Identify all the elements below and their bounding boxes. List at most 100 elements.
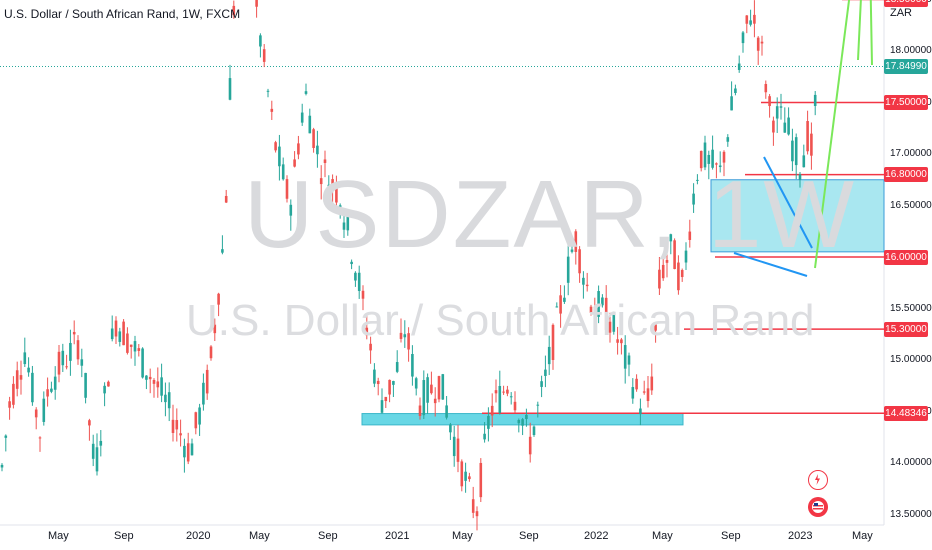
candle-body bbox=[578, 249, 581, 274]
candle-body bbox=[171, 419, 175, 433]
x-tick-label: May bbox=[249, 530, 270, 542]
candle-body bbox=[456, 438, 460, 462]
candle-body bbox=[449, 424, 452, 433]
candle-body bbox=[585, 284, 589, 287]
alert-icon[interactable] bbox=[808, 470, 828, 490]
candle-body bbox=[42, 398, 46, 422]
candle-body bbox=[661, 264, 665, 279]
candle-body bbox=[760, 41, 764, 44]
x-tick-label: 2021 bbox=[385, 530, 410, 542]
x-tick-label: Sep bbox=[519, 530, 539, 542]
candle-body bbox=[791, 140, 794, 162]
x-tick-label: 2020 bbox=[186, 530, 211, 542]
candle-body bbox=[376, 380, 380, 385]
candle-body bbox=[707, 154, 711, 164]
price-tag: 17.50000 bbox=[884, 95, 928, 110]
candle-body bbox=[616, 339, 619, 343]
symbol-title: U.S. Dollar / South African Rand, 1W, FX… bbox=[4, 7, 241, 21]
x-tick-label: 2023 bbox=[788, 530, 813, 542]
candle-body bbox=[194, 412, 198, 429]
candle-body bbox=[711, 149, 714, 168]
candle-body bbox=[255, 0, 258, 7]
candle-body bbox=[631, 387, 635, 399]
candle-body bbox=[346, 215, 350, 231]
candle-body bbox=[205, 369, 209, 394]
candle-body bbox=[779, 106, 783, 108]
candle-body bbox=[635, 378, 638, 390]
candle-body bbox=[430, 384, 433, 394]
candle-body bbox=[338, 205, 342, 214]
candle-body bbox=[677, 262, 680, 291]
candle-body bbox=[768, 96, 771, 107]
candle-body bbox=[232, 5, 236, 16]
candle-body bbox=[639, 408, 642, 415]
demand-zone bbox=[710, 179, 885, 253]
candle-body bbox=[224, 195, 228, 203]
candle-body bbox=[544, 369, 547, 376]
candle-body bbox=[145, 375, 148, 380]
candle-body bbox=[540, 381, 543, 387]
candle-body bbox=[642, 391, 646, 393]
candle-body bbox=[532, 426, 536, 436]
candle-body bbox=[221, 249, 224, 253]
candle-body bbox=[46, 389, 49, 397]
candle-body bbox=[342, 222, 346, 230]
x-tick-label: Sep bbox=[318, 530, 338, 542]
y-tick-label: 13.50000 bbox=[890, 508, 932, 520]
candle-body bbox=[50, 388, 53, 392]
candle-body bbox=[27, 367, 30, 373]
candle-body bbox=[783, 122, 787, 133]
candle-body bbox=[8, 401, 11, 408]
candle-body bbox=[369, 343, 372, 351]
candle-body bbox=[547, 346, 551, 365]
candle-body bbox=[114, 320, 118, 337]
candle-body bbox=[437, 376, 441, 400]
candle-body bbox=[319, 178, 323, 185]
candle-body bbox=[487, 415, 490, 429]
candle-body bbox=[494, 390, 498, 394]
candle-body bbox=[696, 179, 699, 181]
currency-label: ZAR bbox=[890, 7, 912, 19]
candle-body bbox=[0, 464, 4, 468]
price-tag: 15.30000 bbox=[884, 321, 928, 337]
target-arrow-line bbox=[814, 0, 851, 269]
candle-body bbox=[312, 129, 315, 148]
candle-body bbox=[118, 331, 122, 342]
wedge-upper-line bbox=[763, 156, 813, 249]
candle-body bbox=[715, 163, 718, 165]
candle-body bbox=[179, 433, 182, 436]
candle-body bbox=[570, 249, 574, 252]
candle-body bbox=[84, 372, 87, 398]
candle-body bbox=[65, 366, 68, 368]
candle-body bbox=[297, 143, 300, 155]
candle-body bbox=[764, 83, 768, 93]
candle-body bbox=[361, 290, 365, 299]
flag-icon[interactable] bbox=[808, 497, 828, 517]
candle-body bbox=[775, 106, 779, 119]
candle-body bbox=[802, 155, 806, 168]
candle-body bbox=[175, 420, 179, 430]
candle-body bbox=[213, 324, 217, 334]
y-tick-label: 17.00000 bbox=[890, 148, 932, 159]
y-tick-label: 15.50000 bbox=[890, 302, 932, 314]
watermark-symbol: USDZAR, 1W bbox=[244, 161, 857, 268]
x-tick-label: Sep bbox=[114, 530, 134, 542]
candle-body bbox=[646, 388, 650, 402]
candle-body bbox=[308, 115, 312, 134]
candle-body bbox=[433, 398, 437, 404]
candle-body bbox=[23, 352, 27, 365]
candle-body bbox=[513, 401, 517, 411]
candle-body bbox=[528, 436, 532, 455]
candle-body bbox=[699, 150, 703, 169]
candle-body bbox=[521, 419, 524, 426]
candle-body bbox=[559, 295, 562, 314]
candle-body bbox=[335, 186, 338, 203]
x-tick-label: May bbox=[852, 530, 873, 542]
candle-body bbox=[471, 499, 475, 513]
candle-body bbox=[76, 340, 80, 360]
candle-body bbox=[813, 94, 817, 106]
candle-body bbox=[331, 179, 334, 189]
candle-body bbox=[384, 396, 388, 402]
candle-body bbox=[756, 37, 760, 51]
